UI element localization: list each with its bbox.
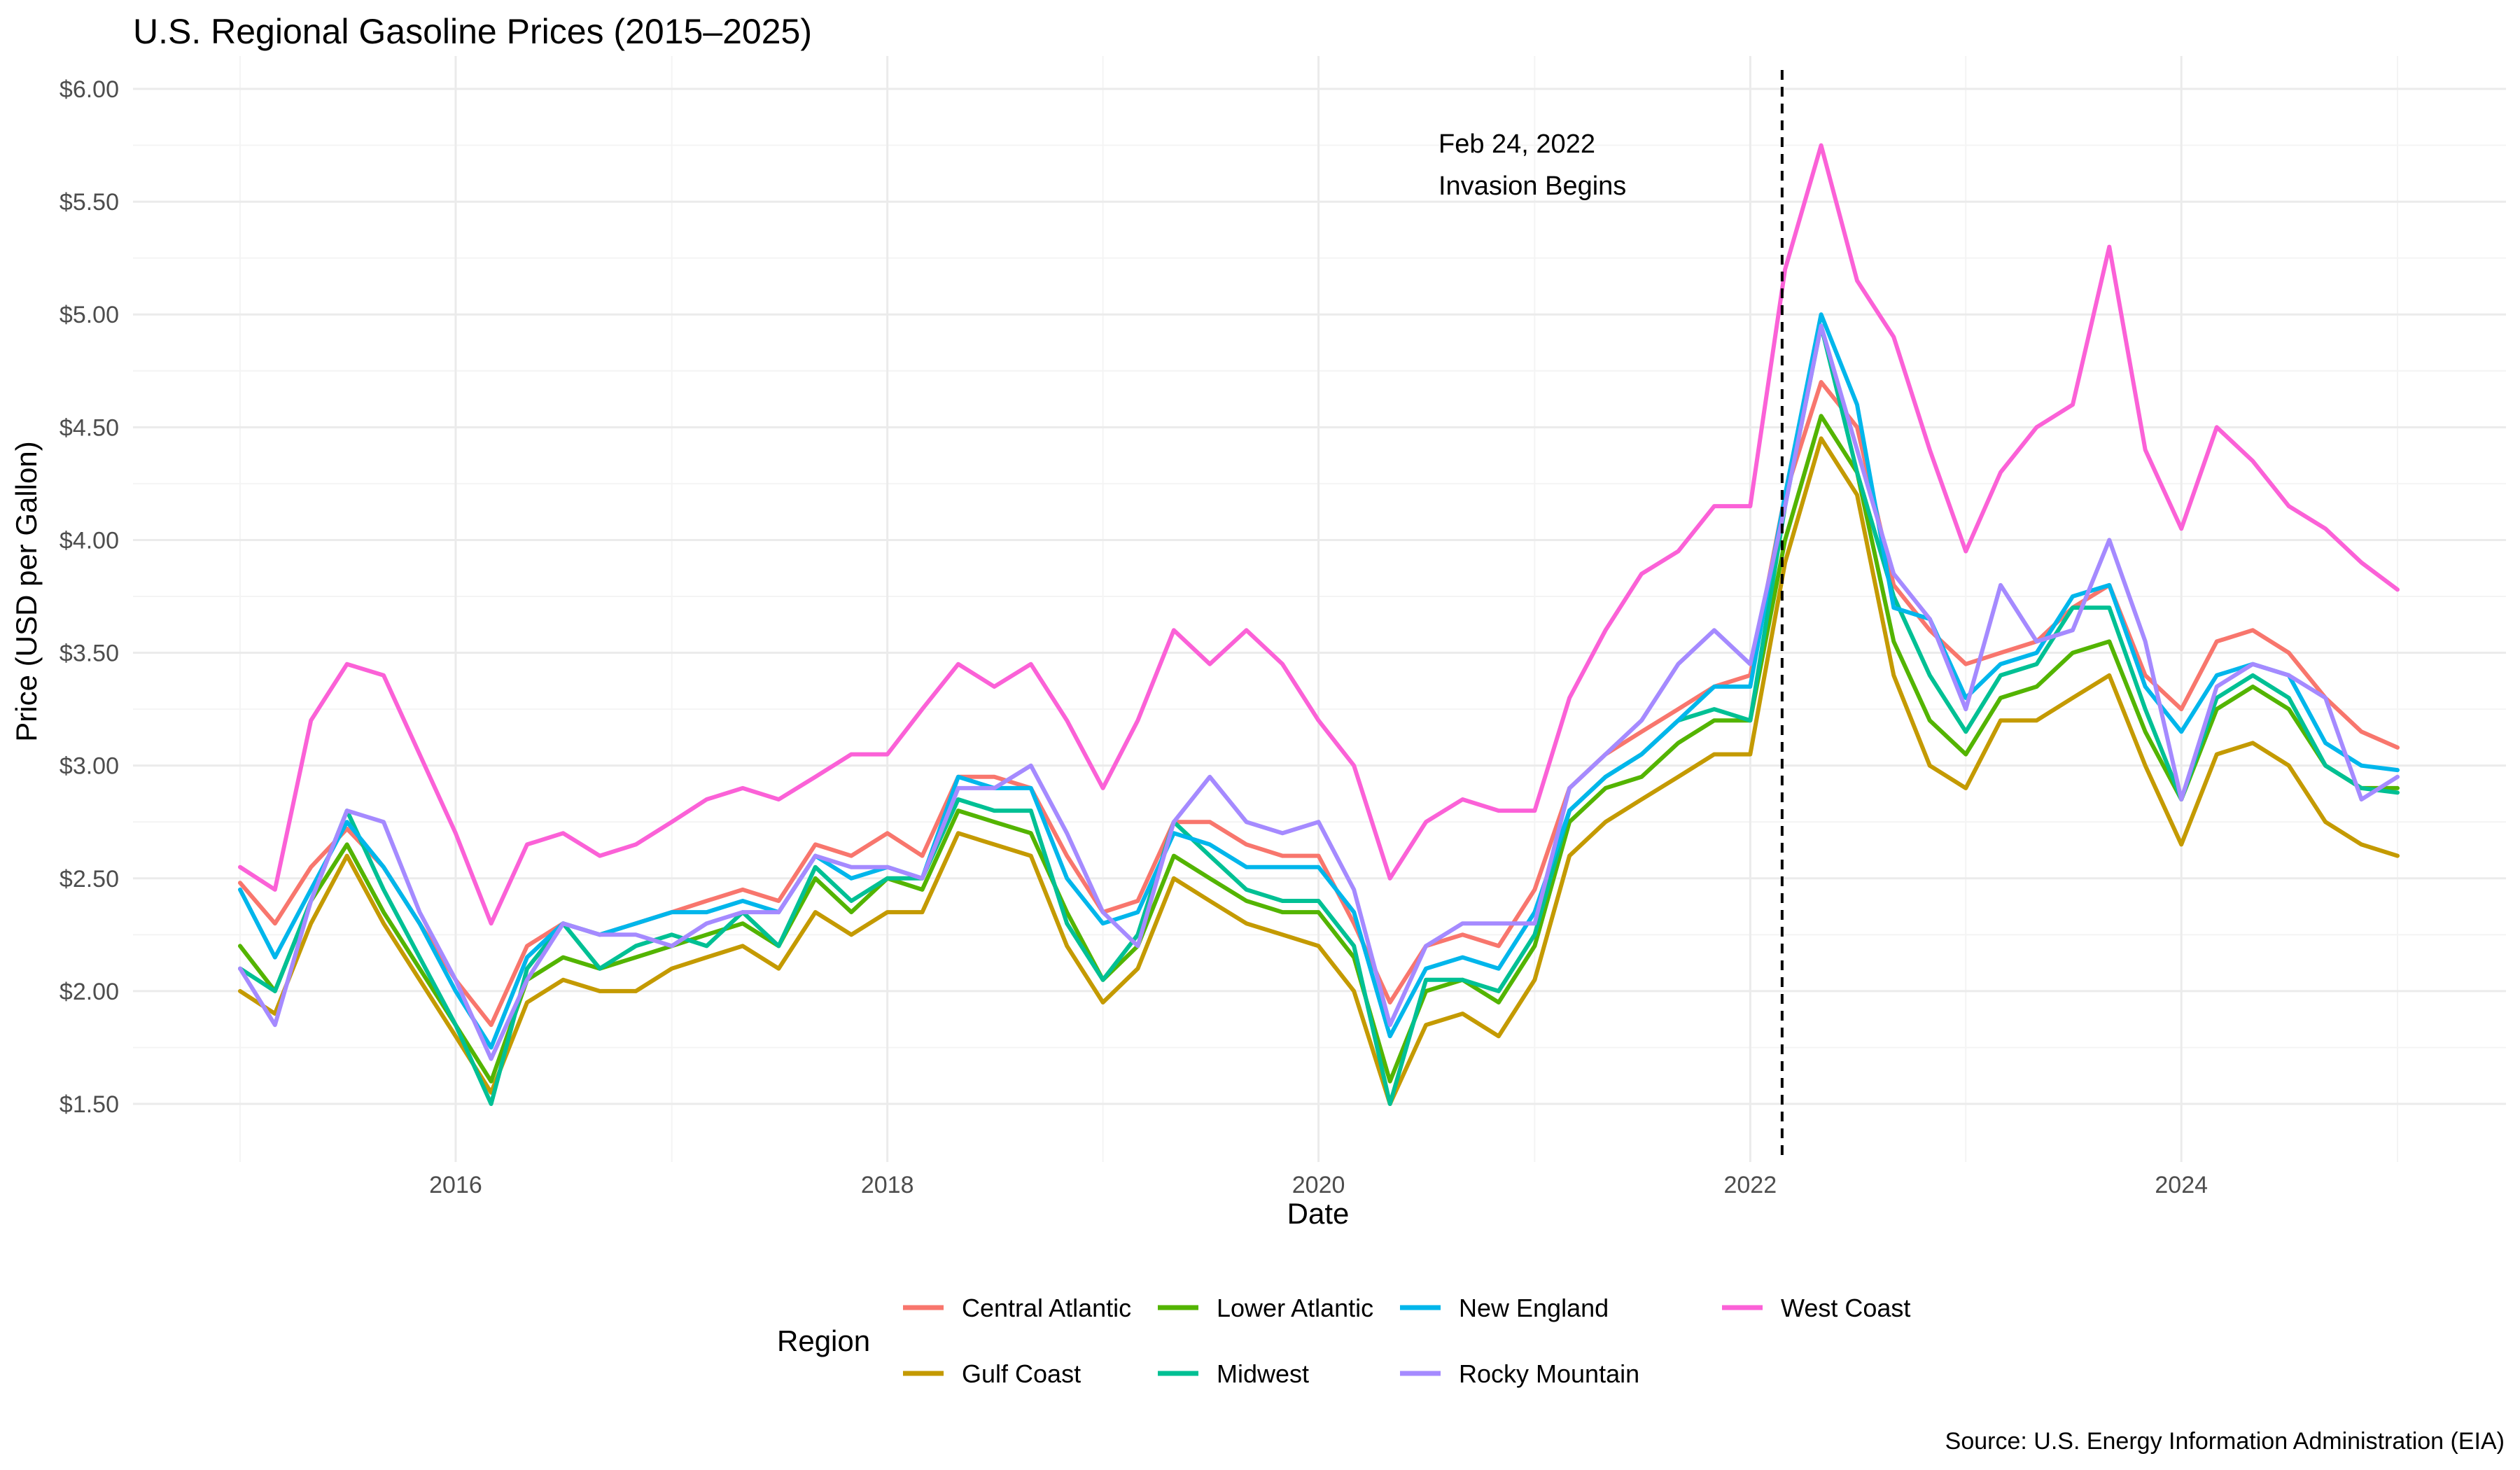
legend-label-west-coast: West Coast (1781, 1294, 1910, 1322)
series-lines (238, 143, 2400, 1106)
legend-label-lower-atlantic: Lower Atlantic (1217, 1294, 1373, 1322)
y-axis-title: Price (USD per Gallon) (10, 441, 43, 741)
y-tick-label: $2.50 (59, 866, 119, 892)
y-tick-label: $5.50 (59, 189, 119, 216)
y-tick-label: $1.50 (59, 1091, 119, 1118)
y-tick-label: $5.00 (59, 302, 119, 328)
y-tick-label: $4.50 (59, 414, 119, 441)
x-axis-tick-labels: 2016 2018 2020 2022 2024 (429, 1172, 2208, 1198)
annotation: Feb 24, 2022 Invasion Begins (1438, 70, 1784, 1162)
annotation-label: Invasion Begins (1438, 172, 1626, 201)
legend-label-new-england: New England (1459, 1294, 1609, 1322)
annotation-date: Feb 24, 2022 (1438, 130, 1595, 159)
y-tick-label: $4.00 (59, 527, 119, 554)
series-line-midwest (238, 323, 2400, 1106)
legend-label-gulf-coast: Gulf Coast (962, 1359, 1081, 1388)
legend-title: Region (777, 1324, 870, 1357)
series-line-west-coast (238, 143, 2400, 926)
x-tick-label: 2022 (1723, 1172, 1777, 1198)
x-tick-label: 2024 (2155, 1172, 2208, 1198)
y-tick-label: $2.00 (59, 979, 119, 1005)
chart-title: U.S. Regional Gasoline Prices (2015–2025… (133, 12, 812, 51)
y-tick-label: $3.00 (59, 753, 119, 780)
legend-label-central-atlantic: Central Atlantic (962, 1294, 1131, 1322)
legend: Central Atlantic Gulf Coast Lower Atlantic… (903, 1294, 1910, 1388)
y-axis-tick-labels: $1.50 $2.00 $2.50 $3.00 $3.50 $4.00 $4.50 $5.00… (59, 76, 119, 1118)
source-caption: Source: U.S. Energy Information Administ… (1945, 1428, 2505, 1455)
x-axis-title: Date (1287, 1197, 1350, 1230)
major-gridlines (133, 56, 2506, 1162)
y-tick-label: $6.00 (59, 76, 119, 103)
series-line-rocky-mountain (238, 323, 2400, 1061)
legend-label-midwest: Midwest (1217, 1359, 1309, 1388)
x-tick-label: 2018 (861, 1172, 914, 1198)
y-tick-label: $3.50 (59, 640, 119, 667)
series-line-gulf-coast (238, 436, 2400, 1106)
x-tick-label: 2020 (1292, 1172, 1345, 1198)
x-tick-label: 2016 (429, 1172, 482, 1198)
legend-label-rocky-mountain: Rocky Mountain (1459, 1359, 1639, 1388)
